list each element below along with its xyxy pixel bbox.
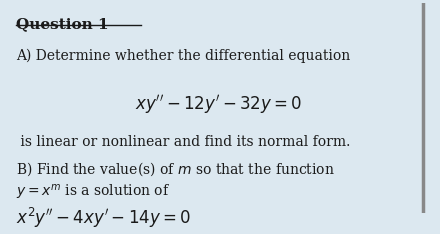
Text: B) Find the value(s) of $m$ so that the function: B) Find the value(s) of $m$ so that the … <box>16 160 334 178</box>
Text: $xy'' - 12y' - 32y = 0$: $xy'' - 12y' - 32y = 0$ <box>135 93 302 116</box>
Text: $y = x^{m}$ is a solution of: $y = x^{m}$ is a solution of <box>16 183 170 202</box>
Text: is linear or nonlinear and find its normal form.: is linear or nonlinear and find its norm… <box>16 135 350 149</box>
Text: $x^2y'' - 4xy' - 14y = 0$: $x^2y'' - 4xy' - 14y = 0$ <box>16 206 191 230</box>
Text: Question 1: Question 1 <box>16 18 108 31</box>
Text: A) Determine whether the differential equation: A) Determine whether the differential eq… <box>16 49 350 63</box>
